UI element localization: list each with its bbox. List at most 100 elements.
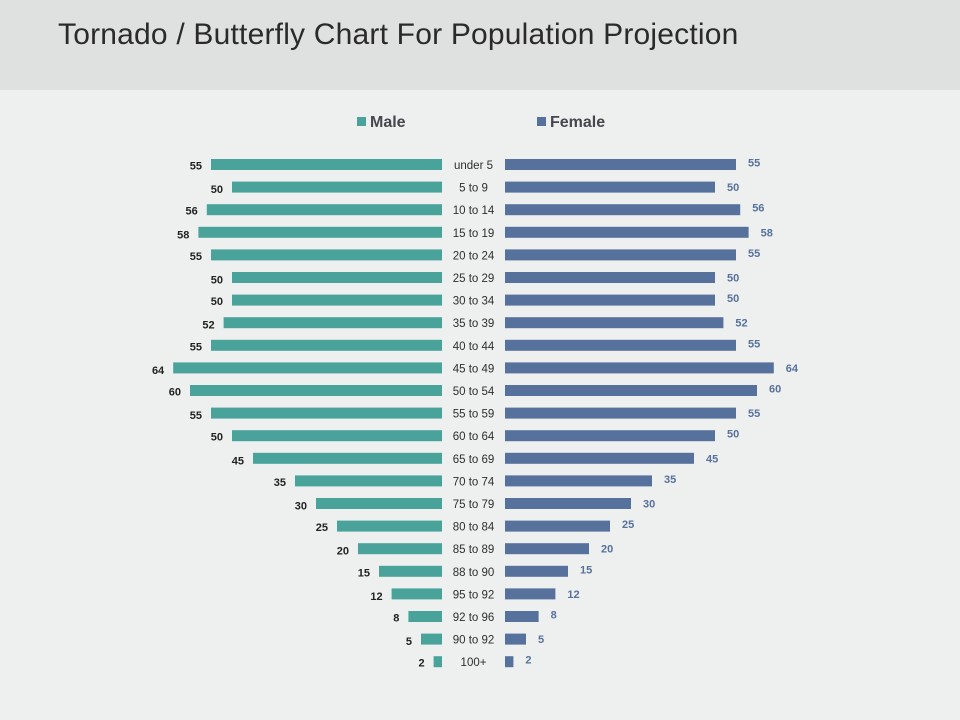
male-bar — [206, 204, 442, 216]
category-label: 35 to 39 — [453, 318, 495, 330]
female-value-label: 50 — [727, 182, 739, 194]
female-bar — [505, 407, 736, 419]
male-value-label: 56 — [186, 206, 198, 218]
female-bar — [505, 204, 741, 216]
female-value-label: 8 — [551, 610, 557, 622]
male-value-label: 55 — [190, 410, 202, 422]
category-label: 45 to 49 — [453, 363, 495, 375]
legend-swatch-male — [357, 117, 366, 126]
male-bar — [433, 656, 442, 668]
female-value-label: 12 — [567, 589, 579, 601]
male-bar — [211, 407, 442, 419]
female-value-label: 35 — [664, 474, 676, 486]
category-label: 75 to 79 — [453, 499, 495, 511]
male-bar — [173, 362, 442, 374]
female-bar — [505, 294, 715, 306]
female-value-label: 50 — [727, 273, 739, 285]
female-value-label: 64 — [786, 363, 799, 375]
category-label: 65 to 69 — [453, 454, 495, 466]
male-value-label: 30 — [295, 501, 307, 513]
female-bar — [505, 565, 568, 577]
female-value-label: 52 — [735, 318, 747, 330]
female-value-label: 50 — [727, 293, 739, 305]
male-value-label: 55 — [190, 341, 202, 353]
female-bar — [505, 633, 526, 645]
category-label: 85 to 89 — [453, 544, 495, 556]
female-bar — [505, 317, 724, 329]
male-bar — [358, 543, 442, 555]
male-value-label: 50 — [211, 432, 223, 444]
male-bar — [408, 611, 442, 622]
male-bar — [379, 565, 442, 577]
female-bar — [505, 611, 539, 622]
category-label: 30 to 34 — [453, 296, 495, 308]
category-label: 5 to 9 — [459, 183, 488, 195]
male-bar — [223, 317, 442, 329]
male-value-label: 12 — [370, 591, 382, 603]
male-value-label: 50 — [211, 296, 223, 308]
male-value-label: 50 — [211, 184, 223, 196]
female-value-label: 55 — [748, 248, 760, 260]
male-bar — [421, 633, 442, 645]
category-label: 80 to 84 — [453, 522, 495, 534]
male-bar — [190, 385, 442, 396]
female-bar — [505, 475, 652, 487]
male-value-label: 35 — [274, 477, 286, 489]
female-value-label: 20 — [601, 544, 613, 556]
category-label: 10 to 14 — [453, 205, 495, 217]
category-label: 50 to 54 — [453, 386, 495, 398]
female-value-label: 15 — [580, 564, 592, 576]
male-bar — [211, 339, 442, 351]
female-bar — [505, 385, 757, 396]
male-value-label: 58 — [177, 229, 189, 241]
male-value-label: 8 — [393, 613, 399, 625]
category-label: 95 to 92 — [453, 589, 495, 601]
male-bar — [391, 588, 442, 600]
female-value-label: 55 — [748, 158, 760, 170]
female-bar — [505, 452, 694, 464]
category-label: under 5 — [454, 160, 493, 172]
male-value-label: 2 — [418, 658, 424, 670]
male-bar — [232, 272, 442, 283]
title-band — [0, 0, 960, 90]
category-label: 70 to 74 — [453, 476, 495, 488]
male-bar — [232, 181, 442, 193]
category-label: 88 to 90 — [453, 567, 495, 579]
female-value-label: 5 — [538, 634, 544, 646]
category-label: 15 to 19 — [453, 228, 495, 240]
male-bar — [232, 294, 442, 306]
female-bar — [505, 520, 610, 532]
category-label: 92 to 96 — [453, 612, 495, 624]
female-value-label: 50 — [727, 429, 739, 441]
male-value-label: 25 — [316, 522, 328, 534]
female-value-label: 25 — [622, 519, 634, 531]
female-value-label: 45 — [706, 453, 718, 465]
legend-swatch-female — [537, 117, 546, 126]
female-bar — [505, 498, 631, 509]
page-title: Tornado / Butterfly Chart For Population… — [58, 18, 739, 51]
male-value-label: 55 — [190, 161, 202, 173]
category-label: 100+ — [461, 657, 487, 669]
female-bar — [505, 543, 589, 555]
female-value-label: 60 — [769, 384, 781, 396]
female-value-label: 56 — [752, 203, 764, 215]
category-label: 40 to 44 — [453, 341, 495, 353]
male-value-label: 5 — [406, 636, 412, 648]
female-bar — [505, 588, 556, 600]
category-label: 25 to 29 — [453, 273, 495, 285]
legend-label-male: Male — [370, 114, 406, 131]
male-bar — [211, 159, 442, 170]
female-value-label: 58 — [761, 227, 773, 239]
male-value-label: 60 — [169, 387, 181, 399]
category-label: 60 to 64 — [453, 431, 495, 443]
male-bar — [337, 520, 442, 532]
female-bar — [505, 272, 715, 283]
male-bar — [211, 249, 442, 261]
female-bar — [505, 181, 715, 193]
female-value-label: 30 — [643, 499, 655, 511]
male-bar — [198, 226, 442, 238]
female-bar — [505, 226, 749, 238]
female-bar — [505, 656, 514, 668]
male-bar — [316, 498, 442, 509]
